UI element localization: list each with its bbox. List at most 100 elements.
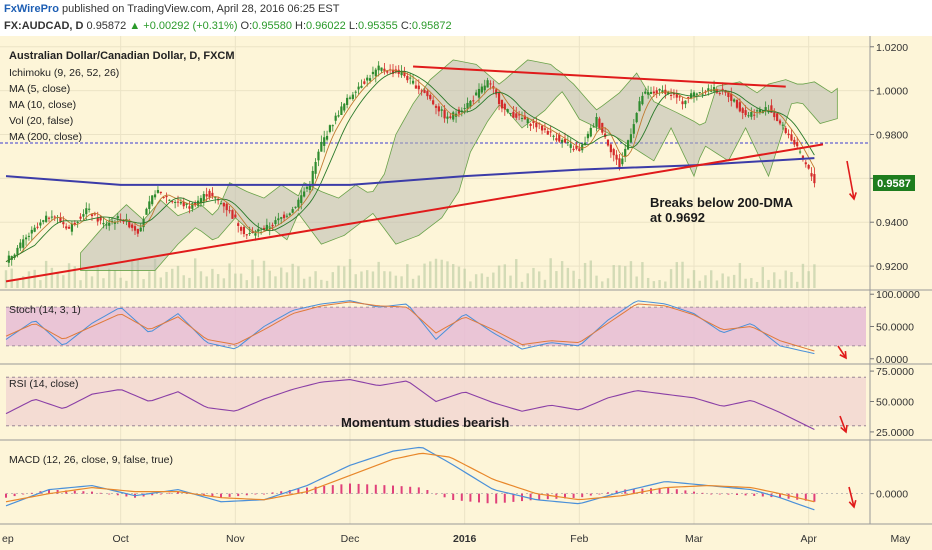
volume-bar [434, 258, 438, 288]
x-axis-label: Nov [226, 533, 245, 545]
volume-bar [85, 270, 88, 288]
down-arrow-main-head [848, 192, 857, 201]
candle-body [612, 149, 615, 156]
candle-body [741, 108, 744, 113]
candle-body [509, 113, 512, 115]
main-pane-title: Australian Dollar/Canadian Dollar, D, FX… [9, 50, 235, 62]
volume-bar [153, 259, 157, 288]
candle-body [280, 217, 283, 219]
volume-bar [503, 264, 506, 288]
candle-body [285, 215, 289, 217]
volume-bar [555, 271, 558, 288]
macd-histogram-bar [460, 493, 463, 501]
volume-bar [142, 279, 145, 288]
macd-histogram-bar [521, 493, 523, 502]
candle-body [47, 217, 51, 219]
candle-body [374, 69, 377, 77]
candle-body [784, 127, 787, 134]
volume-bar [96, 265, 99, 288]
candle-body [409, 77, 412, 79]
volume-bar [767, 279, 770, 288]
candle-body [733, 99, 736, 102]
volume-bar [136, 258, 140, 288]
candle-body [380, 67, 383, 71]
macd-histogram-bar [142, 493, 145, 497]
volume-bar [280, 267, 283, 288]
macd-histogram-bar [73, 490, 76, 494]
volume-bar [773, 272, 776, 288]
candle-body [523, 115, 526, 120]
candle-body [262, 227, 266, 230]
candle-body [199, 198, 203, 204]
candle-body [661, 90, 664, 93]
volume-bar [119, 277, 122, 288]
candle-body [747, 115, 750, 117]
volume-bar [211, 268, 214, 288]
candle-body [718, 92, 721, 94]
candle-body [265, 224, 268, 231]
volume-bar [778, 279, 782, 288]
candle-body [807, 164, 810, 169]
candle-body [110, 220, 114, 223]
volume-bar [27, 271, 31, 288]
brand-name[interactable]: FxWirePro [4, 3, 59, 15]
volume-bar [801, 263, 805, 288]
macd-histogram-bar [383, 485, 386, 494]
macd-histogram-bar [495, 493, 498, 504]
volume-bar [16, 279, 19, 288]
down-arrow-rsi-head [840, 424, 848, 434]
volume-bar [188, 277, 191, 288]
macd-histogram-bar [237, 493, 240, 497]
volume-bar [589, 260, 592, 288]
volume-bar [796, 281, 799, 288]
candle-body [168, 199, 171, 201]
chart-header: FxWirePro published on TradingView.com, … [0, 0, 932, 36]
candle-body [39, 222, 42, 226]
macd-histogram-bar [168, 492, 171, 494]
volume-bar [520, 281, 524, 288]
candle-body [787, 133, 790, 136]
candle-body [116, 216, 119, 219]
volume-bar [612, 265, 615, 288]
macd-histogram-bar [538, 493, 541, 500]
macd-histogram-bar [452, 493, 455, 500]
candle-body [73, 222, 76, 225]
volume-bar [664, 281, 667, 288]
macd-histogram-bar [607, 492, 609, 494]
candle-body [308, 185, 311, 190]
candle-body [813, 174, 816, 184]
macd-histogram-bar [366, 484, 369, 494]
candle-body [317, 151, 320, 161]
candle-body [65, 226, 68, 229]
volume-bar [601, 281, 604, 288]
candle-body [598, 118, 601, 129]
candle-body [24, 237, 28, 240]
chart-canvas[interactable]: 1.02001.00000.98000.96000.94000.9200100.… [0, 36, 932, 550]
candle-body [707, 88, 710, 92]
macd-histogram-bar [48, 489, 50, 494]
macd-histogram-bar [159, 493, 162, 495]
candle-body [70, 223, 74, 232]
volume-bar [102, 278, 105, 288]
rsi-tick-label: 75.0000 [876, 366, 914, 378]
x-axis-label: Feb [570, 533, 588, 545]
candle-body [191, 203, 194, 209]
candle-body [36, 226, 39, 228]
candle-body [27, 235, 31, 237]
candle-body [426, 91, 429, 97]
macd-histogram-bar [409, 486, 412, 494]
candle-body [237, 223, 240, 226]
volume-bar [354, 274, 357, 288]
volume-bar [417, 275, 420, 288]
macd-histogram-bar [349, 483, 351, 494]
volume-bar [692, 270, 696, 288]
volume-bar [715, 280, 719, 288]
candle-body [540, 125, 544, 131]
macd-histogram-bar [125, 493, 128, 497]
candle-body [128, 221, 131, 228]
candle-body [626, 140, 630, 150]
up-arrow-icon: ▲ [129, 20, 141, 32]
candle-body [632, 124, 635, 134]
candle-body [334, 115, 337, 121]
macd-histogram-bar [220, 493, 222, 498]
